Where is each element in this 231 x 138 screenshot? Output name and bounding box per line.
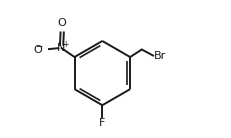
Text: +: + — [62, 40, 68, 49]
Text: F: F — [99, 118, 105, 128]
Text: Br: Br — [153, 51, 166, 61]
Text: N: N — [57, 43, 65, 53]
Text: −: − — [35, 41, 43, 50]
Text: O: O — [58, 18, 66, 28]
Text: O: O — [33, 45, 42, 55]
